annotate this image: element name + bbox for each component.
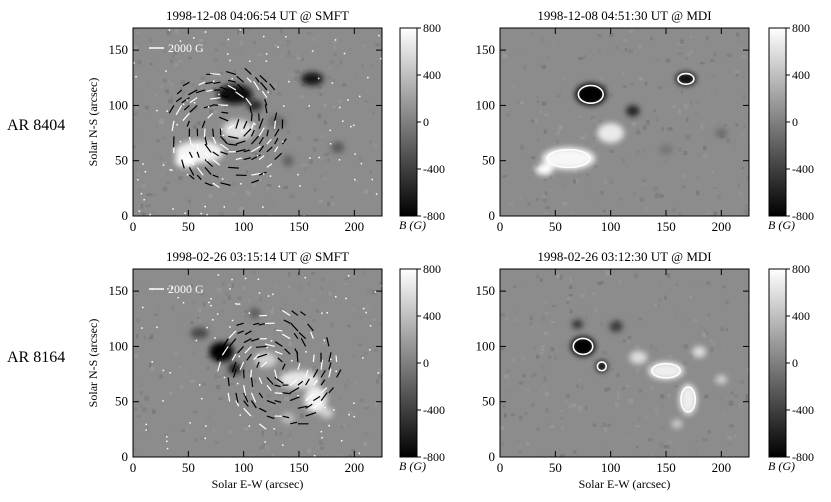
x-tick-label: 150 <box>289 219 309 234</box>
panel-0-0: 2000 G 1998-12-08 04:06:54 UT @ SMFT 0 50 10… <box>86 8 445 234</box>
colorbar-tick-label: -800 <box>423 209 445 223</box>
colorbar-tick-label: -800 <box>792 209 814 223</box>
colorbar-tick-label: 800 <box>423 262 441 276</box>
x-tick-label: 0 <box>130 460 137 475</box>
panel-1-1: 1998-02-26 03:12:30 UT @ MDI 0 50 100 150 200… <box>476 249 815 491</box>
panel-title: 1998-12-08 04:06:54 UT @ SMFT <box>166 8 349 23</box>
colorbar-tick-label: -800 <box>423 450 445 464</box>
colorbar-label: B (G) <box>768 459 795 473</box>
panel-title: 1998-12-08 04:51:30 UT @ MDI <box>537 8 711 23</box>
colorbar-tick-label: 0 <box>792 115 798 129</box>
scale-bar-label: 2000 G <box>168 41 204 55</box>
y-tick-label: 100 <box>109 338 129 353</box>
colorbar-tick-label: 0 <box>792 356 798 370</box>
x-axis-label: Solar E-W (arcsec) <box>579 477 671 491</box>
colorbar-tick-label: 0 <box>423 115 429 129</box>
colorbar-tick-label: 400 <box>792 309 810 323</box>
panel-1-0: 2000 G 1998-02-26 03:15:14 UT @ SMFT 0 50 10… <box>86 249 445 491</box>
y-tick-label: 100 <box>476 97 496 112</box>
x-tick-label: 200 <box>345 219 365 234</box>
magnetogram-image <box>133 269 382 457</box>
x-tick-label: 100 <box>234 460 254 475</box>
colorbar-tick-label: 0 <box>423 356 429 370</box>
x-tick-label: 50 <box>549 460 562 475</box>
colorbar-tick-label: -800 <box>792 450 814 464</box>
colorbar <box>768 27 787 217</box>
colorbar-label: B (G) <box>399 459 426 473</box>
x-axis-label: Solar E-W (arcsec) <box>212 477 304 491</box>
y-tick-label: 0 <box>489 208 496 223</box>
plot-frame <box>132 27 383 217</box>
y-tick-label: 150 <box>476 42 496 57</box>
row-label-ar8164: AR 8164 <box>7 349 66 366</box>
x-tick-label: 150 <box>289 460 309 475</box>
magnetogram-image <box>133 28 382 216</box>
colorbar <box>399 27 418 217</box>
y-axis-label: Solar N-S (arcsec) <box>86 319 100 408</box>
colorbar-tick-label: 400 <box>423 309 441 323</box>
magnetogram-image <box>500 269 749 457</box>
vector-arrows <box>133 29 382 216</box>
x-tick-label: 100 <box>601 219 621 234</box>
plot-frame <box>132 268 383 458</box>
colorbar-tick-label: -400 <box>792 162 814 176</box>
x-tick-label: 100 <box>601 460 621 475</box>
plot-frame <box>499 268 750 458</box>
y-tick-label: 150 <box>109 42 129 57</box>
y-tick-label: 50 <box>482 394 495 409</box>
colorbar <box>399 268 418 458</box>
y-tick-label: 0 <box>489 449 496 464</box>
x-tick-label: 200 <box>345 460 365 475</box>
y-tick-label: 100 <box>109 97 129 112</box>
panel-0-1: 1998-12-08 04:51:30 UT @ MDI 0 50 100 150 200… <box>476 8 815 234</box>
panel-title: 1998-02-26 03:12:30 UT @ MDI <box>537 249 711 264</box>
colorbar-tick-label: -400 <box>423 403 445 417</box>
y-tick-label: 0 <box>122 208 129 223</box>
colorbar-tick-label: 800 <box>792 262 810 276</box>
colorbar-tick-label: 800 <box>792 21 810 35</box>
colorbar <box>768 268 787 458</box>
colorbar-tick-label: -400 <box>792 403 814 417</box>
y-tick-label: 150 <box>109 283 129 298</box>
colorbar-tick-label: -400 <box>423 162 445 176</box>
vector-arrows <box>141 269 382 457</box>
y-tick-label: 100 <box>476 338 496 353</box>
y-tick-label: 50 <box>482 153 495 168</box>
x-tick-label: 200 <box>712 460 732 475</box>
x-tick-label: 50 <box>182 460 195 475</box>
colorbar-tick-label: 400 <box>423 68 441 82</box>
y-tick-label: 50 <box>115 394 128 409</box>
x-tick-label: 0 <box>497 219 504 234</box>
y-tick-label: 150 <box>476 283 496 298</box>
x-tick-label: 0 <box>130 219 137 234</box>
x-tick-label: 150 <box>656 460 676 475</box>
scale-bar-label: 2000 G <box>168 282 204 296</box>
x-tick-label: 50 <box>549 219 562 234</box>
magnetogram-image <box>500 28 749 216</box>
y-tick-label: 0 <box>122 449 129 464</box>
x-tick-label: 100 <box>234 219 254 234</box>
y-tick-label: 50 <box>115 153 128 168</box>
colorbar-label: B (G) <box>399 218 426 232</box>
colorbar-label: B (G) <box>768 218 795 232</box>
plot-frame <box>499 27 750 217</box>
contours <box>546 72 695 169</box>
contours <box>572 337 697 413</box>
row-label-ar8404: AR 8404 <box>7 117 66 134</box>
panel-title: 1998-02-26 03:15:14 UT @ SMFT <box>166 249 349 264</box>
colorbar-tick-label: 400 <box>792 68 810 82</box>
x-tick-label: 50 <box>182 219 195 234</box>
colorbar-tick-label: 800 <box>423 21 441 35</box>
x-tick-label: 0 <box>497 460 504 475</box>
x-tick-label: 150 <box>656 219 676 234</box>
x-tick-label: 200 <box>712 219 732 234</box>
y-axis-label: Solar N-S (arcsec) <box>86 78 100 167</box>
